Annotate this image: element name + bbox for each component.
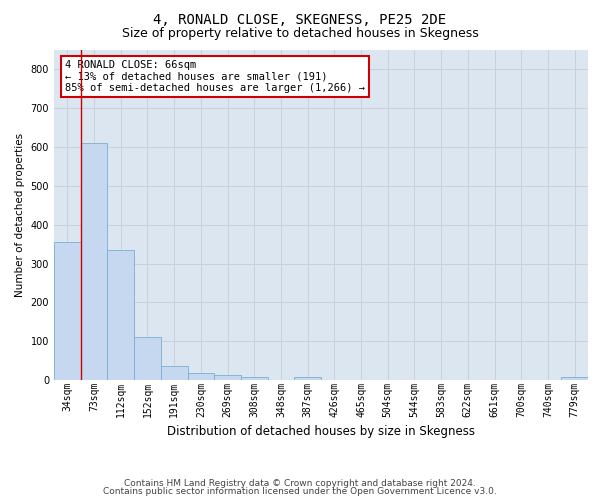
X-axis label: Distribution of detached houses by size in Skegness: Distribution of detached houses by size … [167,425,475,438]
Bar [241,377,268,380]
Bar [54,242,80,380]
Bar [214,374,241,380]
Text: Contains HM Land Registry data © Crown copyright and database right 2024.: Contains HM Land Registry data © Crown c… [124,478,476,488]
Bar [295,377,321,380]
Bar [187,373,214,380]
Bar [134,336,161,380]
Text: Size of property relative to detached houses in Skegness: Size of property relative to detached ho… [122,28,478,40]
Bar [80,143,107,380]
Bar [107,250,134,380]
Bar [562,377,588,380]
Y-axis label: Number of detached properties: Number of detached properties [15,133,25,297]
Bar [161,366,187,380]
Text: 4, RONALD CLOSE, SKEGNESS, PE25 2DE: 4, RONALD CLOSE, SKEGNESS, PE25 2DE [154,12,446,26]
Text: Contains public sector information licensed under the Open Government Licence v3: Contains public sector information licen… [103,487,497,496]
Text: 4 RONALD CLOSE: 66sqm
← 13% of detached houses are smaller (191)
85% of semi-det: 4 RONALD CLOSE: 66sqm ← 13% of detached … [65,60,365,93]
